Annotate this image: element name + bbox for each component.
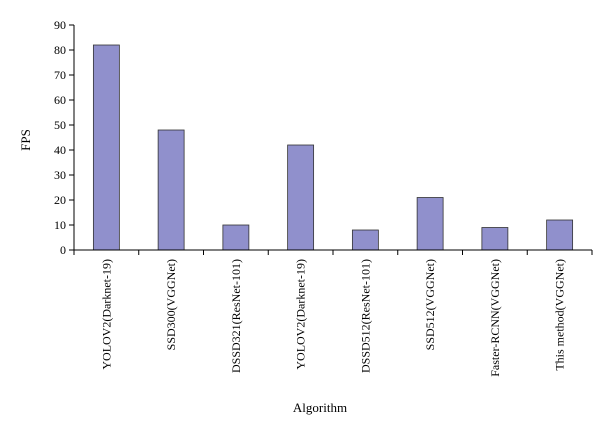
x-tick-label: Faster-RCNN(VGGNet)	[488, 259, 502, 377]
x-tick-label: This method(VGGNet)	[553, 259, 567, 371]
y-tick-label: 60	[54, 93, 66, 107]
x-tick-label: YOLOV2(Darknet-19)	[99, 259, 113, 370]
bar	[157, 129, 185, 251]
x-axis-title: Algorithm	[293, 400, 347, 415]
x-tick-label: YOLOV2(Darknet-19)	[294, 259, 308, 370]
y-tick-label: 80	[54, 43, 66, 57]
y-tick-label: 20	[54, 193, 66, 207]
y-tick-label: 70	[54, 68, 66, 82]
bar	[481, 227, 509, 251]
bar	[92, 44, 120, 251]
y-tick-label: 90	[54, 18, 66, 32]
bars-group	[92, 44, 574, 251]
bar	[416, 197, 444, 251]
y-tick-label: 10	[54, 218, 66, 232]
x-tick-label: DSSD321(ResNet-101)	[229, 259, 243, 373]
y-tick-label: 30	[54, 168, 66, 182]
y-axis: 0 10 20 30 40 50 60 70 80 90	[54, 18, 75, 257]
bar	[287, 144, 315, 251]
bar	[351, 229, 379, 251]
bar	[222, 224, 250, 251]
y-tick-label: 50	[54, 118, 66, 132]
y-tick-label: 40	[54, 143, 66, 157]
x-tick-label: SSD512(VGGNet)	[423, 259, 437, 350]
bar	[546, 219, 574, 251]
x-axis: YOLOV2(Darknet-19) SSD300(VGGNet) DSSD321(…	[73, 249, 593, 377]
y-axis-title: FPS	[18, 129, 33, 151]
x-tick-label: DSSD512(ResNet-101)	[358, 259, 372, 373]
y-tick-label: 0	[60, 243, 66, 257]
x-tick-label: SSD300(VGGNet)	[164, 259, 178, 350]
